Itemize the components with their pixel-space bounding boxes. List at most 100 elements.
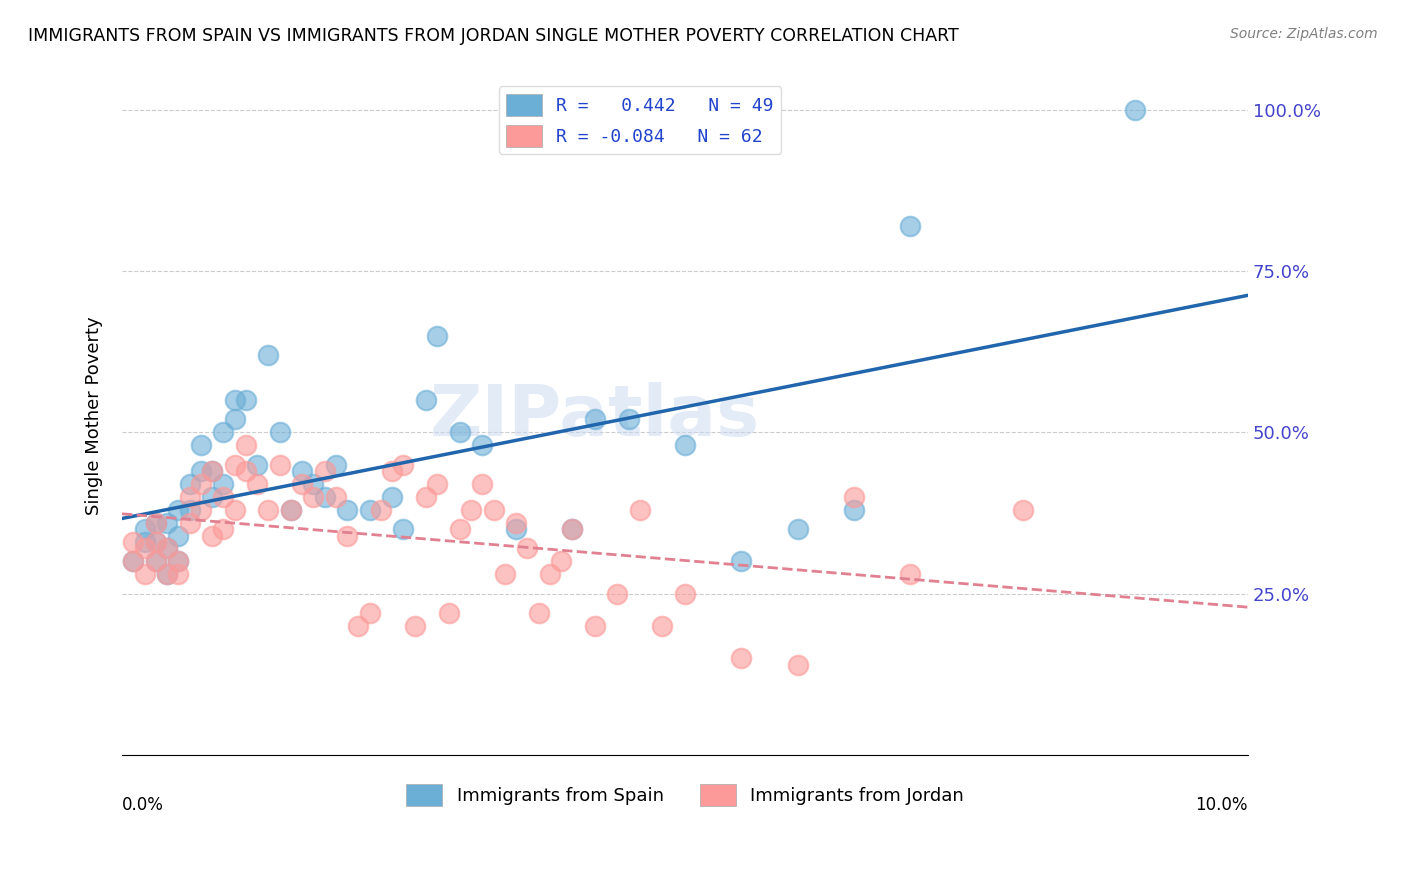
Point	[482, 502, 505, 516]
Point	[224, 458, 246, 472]
Point	[651, 619, 673, 633]
Point	[426, 477, 449, 491]
Point	[280, 502, 302, 516]
Point	[550, 554, 572, 568]
Point	[842, 502, 865, 516]
Point	[381, 490, 404, 504]
Point	[145, 554, 167, 568]
Point	[134, 541, 156, 556]
Point	[269, 458, 291, 472]
Point	[730, 554, 752, 568]
Point	[561, 522, 583, 536]
Point	[156, 541, 179, 556]
Point	[314, 464, 336, 478]
Point	[527, 606, 550, 620]
Point	[212, 477, 235, 491]
Point	[415, 490, 437, 504]
Point	[786, 657, 808, 672]
Point	[898, 219, 921, 233]
Point	[179, 516, 201, 530]
Point	[538, 567, 561, 582]
Point	[617, 412, 640, 426]
Point	[302, 477, 325, 491]
Point	[122, 554, 145, 568]
Point	[583, 619, 606, 633]
Point	[426, 328, 449, 343]
Point	[212, 522, 235, 536]
Point	[516, 541, 538, 556]
Point	[1123, 103, 1146, 117]
Point	[404, 619, 426, 633]
Point	[280, 502, 302, 516]
Point	[898, 567, 921, 582]
Point	[212, 490, 235, 504]
Point	[235, 438, 257, 452]
Point	[224, 502, 246, 516]
Point	[336, 502, 359, 516]
Point	[392, 458, 415, 472]
Point	[325, 458, 347, 472]
Point	[730, 651, 752, 665]
Point	[359, 606, 381, 620]
Point	[156, 541, 179, 556]
Point	[156, 516, 179, 530]
Point	[257, 348, 280, 362]
Point	[606, 586, 628, 600]
Point	[246, 458, 269, 472]
Point	[167, 502, 190, 516]
Point	[392, 522, 415, 536]
Y-axis label: Single Mother Poverty: Single Mother Poverty	[86, 317, 103, 516]
Point	[336, 528, 359, 542]
Point	[201, 490, 224, 504]
Point	[291, 464, 314, 478]
Point	[505, 516, 527, 530]
Point	[291, 477, 314, 491]
Point	[190, 502, 212, 516]
Point	[505, 522, 527, 536]
Point	[1011, 502, 1033, 516]
Point	[179, 490, 201, 504]
Point	[212, 425, 235, 440]
Point	[190, 477, 212, 491]
Legend: Immigrants from Spain, Immigrants from Jordan: Immigrants from Spain, Immigrants from J…	[399, 777, 972, 814]
Point	[167, 528, 190, 542]
Point	[381, 464, 404, 478]
Point	[145, 535, 167, 549]
Point	[257, 502, 280, 516]
Point	[224, 412, 246, 426]
Point	[134, 567, 156, 582]
Point	[122, 535, 145, 549]
Point	[235, 464, 257, 478]
Point	[145, 535, 167, 549]
Point	[673, 586, 696, 600]
Point	[179, 477, 201, 491]
Point	[122, 554, 145, 568]
Point	[471, 438, 494, 452]
Point	[179, 502, 201, 516]
Point	[302, 490, 325, 504]
Point	[359, 502, 381, 516]
Point	[156, 567, 179, 582]
Point	[673, 438, 696, 452]
Text: Source: ZipAtlas.com: Source: ZipAtlas.com	[1230, 27, 1378, 41]
Point	[201, 464, 224, 478]
Point	[471, 477, 494, 491]
Point	[246, 477, 269, 491]
Point	[415, 392, 437, 407]
Point	[235, 392, 257, 407]
Point	[347, 619, 370, 633]
Text: 10.0%: 10.0%	[1195, 796, 1249, 814]
Point	[145, 554, 167, 568]
Point	[190, 438, 212, 452]
Point	[561, 522, 583, 536]
Point	[325, 490, 347, 504]
Point	[494, 567, 516, 582]
Point	[167, 554, 190, 568]
Point	[842, 490, 865, 504]
Text: ZIPatlas: ZIPatlas	[430, 382, 761, 450]
Text: IMMIGRANTS FROM SPAIN VS IMMIGRANTS FROM JORDAN SINGLE MOTHER POVERTY CORRELATIO: IMMIGRANTS FROM SPAIN VS IMMIGRANTS FROM…	[28, 27, 959, 45]
Point	[201, 528, 224, 542]
Point	[156, 567, 179, 582]
Point	[145, 516, 167, 530]
Point	[628, 502, 651, 516]
